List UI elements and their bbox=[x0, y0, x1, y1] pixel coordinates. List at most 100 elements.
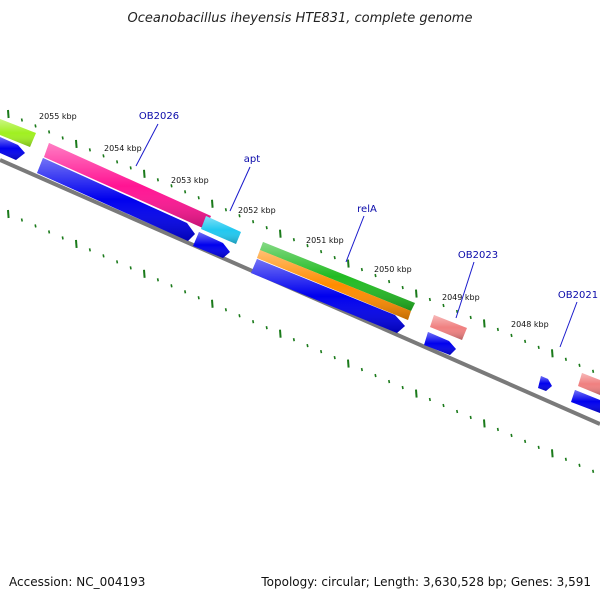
minor-tick bbox=[20, 218, 23, 222]
major-tick bbox=[347, 359, 350, 368]
major-tick bbox=[415, 289, 418, 298]
minor-tick bbox=[48, 130, 51, 134]
minor-tick bbox=[170, 184, 173, 188]
minor-tick bbox=[401, 285, 404, 290]
minor-tick bbox=[265, 326, 268, 330]
major-tick bbox=[7, 109, 10, 119]
minor-tick bbox=[442, 303, 445, 308]
major-tick bbox=[75, 139, 78, 148]
minor-tick bbox=[116, 260, 119, 264]
minor-tick bbox=[34, 124, 37, 128]
major-tick bbox=[143, 269, 146, 278]
major-tick bbox=[551, 349, 554, 358]
major-tick bbox=[279, 329, 282, 338]
minor-tick bbox=[456, 409, 459, 414]
major-tick bbox=[75, 239, 78, 248]
minor-tick bbox=[292, 338, 295, 342]
major-tick bbox=[483, 419, 486, 428]
minor-tick bbox=[428, 297, 431, 302]
minor-tick bbox=[197, 196, 200, 200]
minor-tick bbox=[224, 308, 227, 312]
major-tick bbox=[551, 449, 554, 458]
outer-ticks bbox=[7, 209, 595, 473]
rela-leader-line bbox=[345, 215, 365, 263]
minor-tick bbox=[102, 154, 105, 158]
minor-tick bbox=[102, 254, 105, 258]
minor-tick bbox=[34, 224, 37, 228]
major-tick bbox=[415, 389, 418, 398]
minor-tick bbox=[401, 385, 404, 390]
minor-tick bbox=[578, 463, 581, 467]
minor-tick bbox=[252, 220, 255, 224]
gene-label-ob2023: OB2023 bbox=[458, 250, 498, 261]
minor-tick bbox=[252, 320, 255, 324]
apt-leader-line bbox=[229, 166, 251, 212]
minor-tick bbox=[292, 238, 295, 242]
minor-tick bbox=[374, 373, 377, 378]
minor-tick bbox=[306, 343, 309, 348]
minor-tick bbox=[224, 208, 227, 212]
minor-tick bbox=[238, 314, 241, 318]
minor-tick bbox=[537, 345, 540, 350]
minor-tick bbox=[184, 290, 187, 294]
tick-label-2054: 2054 kbp bbox=[104, 144, 142, 153]
minor-tick bbox=[88, 248, 91, 252]
minor-tick bbox=[360, 267, 363, 272]
minor-tick bbox=[496, 327, 499, 332]
minor-tick bbox=[360, 367, 363, 372]
minor-tick bbox=[537, 445, 540, 450]
minor-tick bbox=[170, 284, 173, 288]
gene-label-ob2026: OB2026 bbox=[139, 111, 179, 122]
major-tick bbox=[211, 299, 214, 308]
ob2026-leader-line bbox=[135, 123, 159, 167]
major-tick bbox=[211, 199, 214, 208]
minor-tick bbox=[564, 457, 567, 462]
scale-ticks bbox=[7, 109, 595, 373]
minor-tick bbox=[116, 160, 119, 164]
minor-tick bbox=[333, 355, 336, 360]
minor-tick bbox=[184, 190, 187, 194]
tick-label-2049: 2049 kbp bbox=[442, 293, 480, 302]
ob2023-leader-line bbox=[455, 261, 475, 319]
minor-tick bbox=[320, 349, 323, 354]
minor-tick bbox=[306, 243, 309, 248]
minor-tick bbox=[442, 403, 445, 408]
minor-tick bbox=[592, 369, 595, 373]
minor-tick bbox=[48, 230, 51, 234]
tick-label-2048: 2048 kbp bbox=[511, 320, 549, 329]
major-tick bbox=[143, 169, 146, 178]
minor-tick bbox=[265, 226, 268, 230]
minor-tick bbox=[333, 255, 336, 260]
tick-label-2051: 2051 kbp bbox=[306, 236, 344, 245]
tick-label-2050: 2050 kbp bbox=[374, 265, 412, 274]
minor-tick bbox=[61, 236, 64, 240]
minor-tick bbox=[469, 415, 472, 420]
topology-text: Topology: circular; Length: 3,630,528 bp… bbox=[260, 575, 591, 589]
minor-tick bbox=[61, 136, 64, 140]
minor-tick bbox=[129, 166, 132, 170]
minor-tick bbox=[428, 397, 431, 402]
gene-label-rela: relA bbox=[357, 204, 377, 215]
minor-tick bbox=[524, 439, 527, 444]
minor-tick bbox=[592, 469, 595, 473]
minor-tick bbox=[156, 278, 159, 282]
gene-label-apt: apt bbox=[244, 154, 260, 165]
major-tick bbox=[347, 259, 350, 268]
minor-tick bbox=[469, 315, 472, 320]
minor-tick bbox=[156, 178, 159, 182]
minor-tick bbox=[320, 249, 323, 254]
minor-tick bbox=[238, 214, 241, 218]
minor-tick bbox=[496, 427, 499, 432]
accession-text: Accession: NC_004193 bbox=[9, 575, 145, 589]
minor-tick bbox=[510, 333, 513, 338]
gene-label-ob2021: OB2021 bbox=[558, 290, 598, 301]
minor-tick bbox=[578, 363, 581, 367]
minor-tick bbox=[88, 148, 91, 152]
tick-label-2055: 2055 kbp bbox=[39, 112, 77, 121]
tick-label-2052: 2052 kbp bbox=[238, 206, 276, 215]
minor-tick bbox=[20, 118, 23, 122]
minor-tick bbox=[510, 433, 513, 438]
minor-tick bbox=[388, 279, 391, 284]
minor-tick bbox=[524, 339, 527, 344]
